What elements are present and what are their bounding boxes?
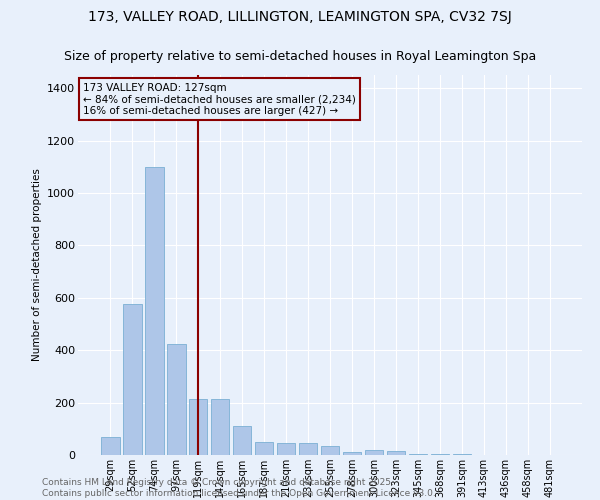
Bar <box>409 454 427 455</box>
Bar <box>167 344 185 455</box>
Text: Contains HM Land Registry data © Crown copyright and database right 2025.
Contai: Contains HM Land Registry data © Crown c… <box>42 478 436 498</box>
Bar <box>189 398 208 455</box>
Bar <box>386 451 405 455</box>
Bar <box>101 436 119 455</box>
Bar <box>431 454 449 455</box>
Text: 173 VALLEY ROAD: 127sqm
← 84% of semi-detached houses are smaller (2,234)
16% of: 173 VALLEY ROAD: 127sqm ← 84% of semi-de… <box>83 82 356 116</box>
Bar <box>343 452 361 455</box>
Text: Size of property relative to semi-detached houses in Royal Leamington Spa: Size of property relative to semi-detach… <box>64 50 536 63</box>
Bar <box>299 443 317 455</box>
Bar <box>123 304 142 455</box>
Text: 173, VALLEY ROAD, LILLINGTON, LEAMINGTON SPA, CV32 7SJ: 173, VALLEY ROAD, LILLINGTON, LEAMINGTON… <box>88 10 512 24</box>
Bar <box>452 454 471 455</box>
Bar <box>320 446 340 455</box>
Bar <box>255 442 274 455</box>
Bar <box>145 166 164 455</box>
Bar <box>233 426 251 455</box>
Bar <box>365 450 383 455</box>
Bar <box>277 443 295 455</box>
Bar <box>211 398 229 455</box>
Y-axis label: Number of semi-detached properties: Number of semi-detached properties <box>32 168 41 362</box>
